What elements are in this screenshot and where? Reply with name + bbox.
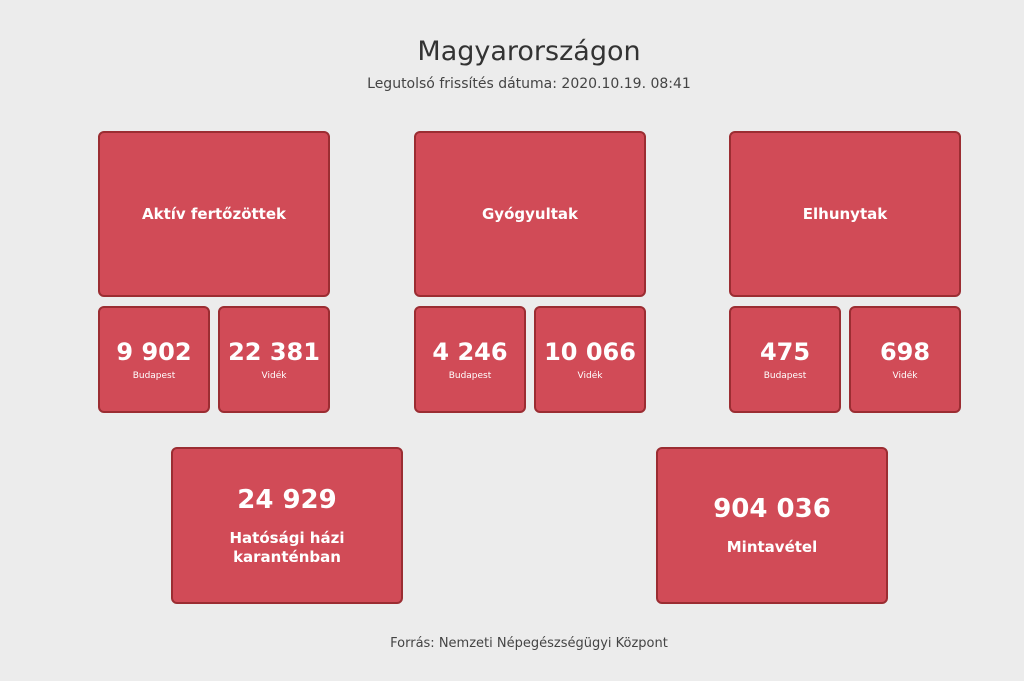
quarantine-value: 24 929 (237, 484, 337, 515)
recovered-budapest-label: Budapest (448, 371, 492, 381)
source-note: Forrás: Nemzeti Népegészségügyi Központ (390, 636, 668, 651)
active-infected-budapest-card: 9 902 Budapest (98, 306, 210, 413)
recovered-budapest-card: 4 246 Budapest (414, 306, 526, 413)
sampling-card: 904 036 Mintavétel (656, 447, 888, 604)
active-infected-budapest-label: Budapest (132, 371, 176, 381)
recovered-videk-label: Vidék (577, 371, 603, 381)
active-infected-label: Aktív fertőzöttek (142, 205, 286, 223)
active-infected-card: Aktív fertőzöttek (98, 131, 330, 297)
quarantine-label: Hatósági házi karanténban (229, 528, 345, 566)
recovered-videk-card: 10 066 Vidék (534, 306, 646, 413)
recovered-budapest-value: 4 246 (432, 338, 508, 366)
recovered-videk-value: 10 066 (544, 338, 636, 366)
page-title: Magyarországon (417, 36, 641, 67)
active-infected-videk-label: Vidék (261, 371, 287, 381)
deceased-card: Elhunytak (729, 131, 961, 297)
sampling-label: Mintavétel (726, 538, 818, 556)
deceased-videk-value: 698 (879, 338, 931, 366)
active-infected-budapest-value: 9 902 (116, 338, 192, 366)
last-update-date: Legutolsó frissítés dátuma: 2020.10.19. … (367, 76, 691, 92)
recovered-card: Gyógyultak (414, 131, 646, 297)
active-infected-videk-value: 22 381 (228, 338, 320, 366)
quarantine-card: 24 929 Hatósági házi karanténban (171, 447, 403, 604)
deceased-videk-label: Vidék (892, 371, 918, 381)
deceased-videk-card: 698 Vidék (849, 306, 961, 413)
deceased-budapest-label: Budapest (763, 371, 807, 381)
deceased-label: Elhunytak (802, 205, 888, 223)
active-infected-videk-card: 22 381 Vidék (218, 306, 330, 413)
sampling-value: 904 036 (713, 494, 831, 524)
deceased-budapest-card: 475 Budapest (729, 306, 841, 413)
deceased-budapest-value: 475 (759, 338, 811, 366)
recovered-label: Gyógyultak (482, 205, 578, 223)
